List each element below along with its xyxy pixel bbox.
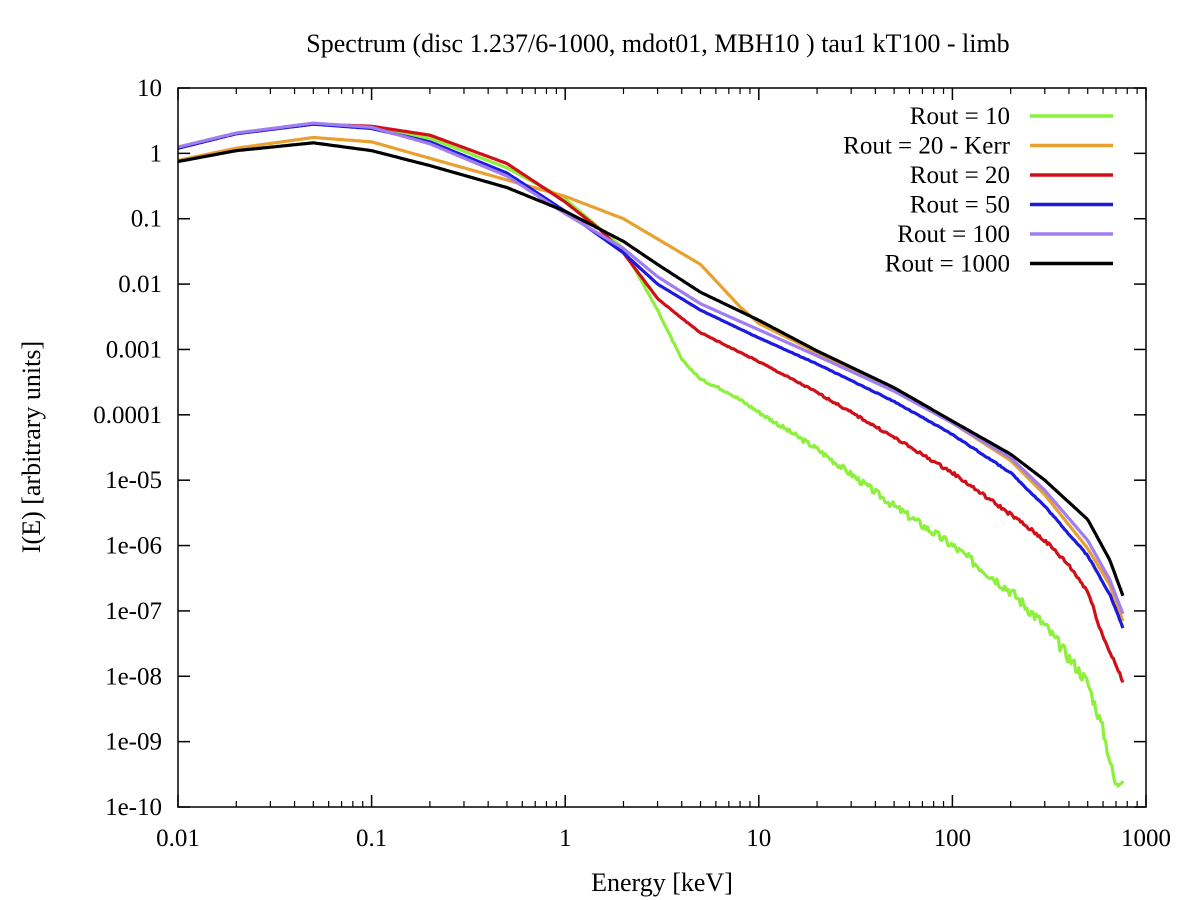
x-tick-label: 1000 bbox=[1121, 825, 1171, 852]
x-tick-label: 0.01 bbox=[156, 825, 200, 852]
x-tick-label: 0.1 bbox=[356, 825, 387, 852]
x-tick-label: 100 bbox=[934, 825, 972, 852]
chart-title: Spectrum (disc 1.237/6-1000, mdot01, MBH… bbox=[306, 29, 1009, 58]
y-tick-label: 1e-06 bbox=[105, 533, 162, 560]
legend-label: Rout = 10 bbox=[910, 103, 1010, 130]
x-tick-label: 10 bbox=[746, 825, 771, 852]
legend-label: Rout = 100 bbox=[897, 221, 1010, 248]
y-tick-label: 0.01 bbox=[118, 271, 162, 298]
y-tick-labels: 10 1 0.1 0.01 0.001 0.0001 1e-05 1e-06 1e-07 1e-0… bbox=[93, 75, 162, 821]
tick-marks bbox=[177, 87, 1147, 808]
y-tick-label: 1e-10 bbox=[105, 794, 162, 821]
y-tick-label: 1e-07 bbox=[105, 598, 162, 625]
y-tick-label: 10 bbox=[137, 75, 162, 102]
y-axis-label: I(E) [arbitrary units] bbox=[17, 341, 46, 553]
y-tick-label: 0.1 bbox=[131, 206, 162, 233]
y-tick-label: 1 bbox=[150, 140, 163, 167]
series-line bbox=[177, 141, 1125, 597]
y-tick-label: 1e-08 bbox=[105, 663, 162, 690]
series-group bbox=[177, 121, 1125, 788]
y-tick-label: 1e-05 bbox=[105, 467, 162, 494]
x-tick-labels: 0.01 0.1 1 10 100 1000 bbox=[156, 825, 1171, 852]
series-line bbox=[177, 121, 1125, 615]
y-tick-label: 0.0001 bbox=[93, 402, 162, 429]
x-tick-label: 1 bbox=[559, 825, 572, 852]
y-tick-label: 1e-09 bbox=[105, 729, 162, 756]
legend-label: Rout = 1000 bbox=[885, 251, 1010, 278]
y-tick-label: 0.001 bbox=[106, 336, 162, 363]
legend-label: Rout = 50 bbox=[910, 192, 1010, 219]
x-axis-label: Energy [keV] bbox=[591, 868, 733, 897]
legend-label: Rout = 20 bbox=[910, 162, 1010, 189]
plot-frame bbox=[177, 87, 1147, 808]
legend-label: Rout = 20 - Kerr bbox=[843, 133, 1011, 160]
